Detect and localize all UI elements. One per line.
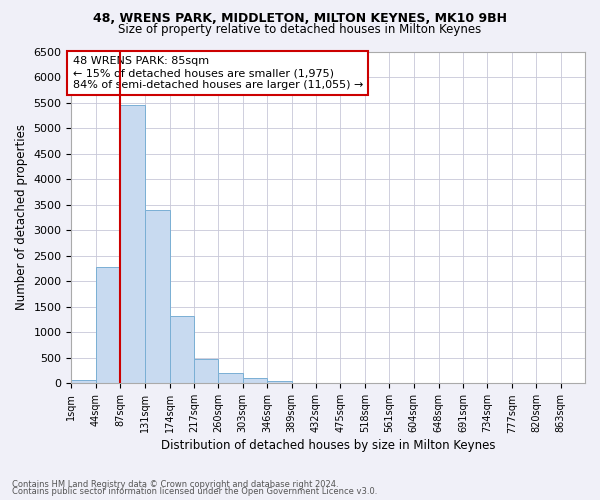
Bar [292,383,316,384]
X-axis label: Distribution of detached houses by size in Milton Keynes: Distribution of detached houses by size … [161,440,496,452]
Text: Size of property relative to detached houses in Milton Keynes: Size of property relative to detached ho… [118,22,482,36]
Bar [170,316,194,384]
Text: Contains HM Land Registry data © Crown copyright and database right 2024.: Contains HM Land Registry data © Crown c… [12,480,338,489]
Text: 48 WRENS PARK: 85sqm
← 15% of detached houses are smaller (1,975)
84% of semi-de: 48 WRENS PARK: 85sqm ← 15% of detached h… [73,56,363,90]
Bar [145,210,170,384]
Bar [267,381,292,384]
Bar [71,380,96,384]
Text: Contains public sector information licensed under the Open Government Licence v3: Contains public sector information licen… [12,487,377,496]
Text: 48, WRENS PARK, MIDDLETON, MILTON KEYNES, MK10 9BH: 48, WRENS PARK, MIDDLETON, MILTON KEYNES… [93,12,507,26]
Bar [96,267,120,384]
Bar [218,374,243,384]
Y-axis label: Number of detached properties: Number of detached properties [15,124,28,310]
Bar [194,359,218,384]
Bar [243,378,267,384]
Bar [120,105,145,384]
